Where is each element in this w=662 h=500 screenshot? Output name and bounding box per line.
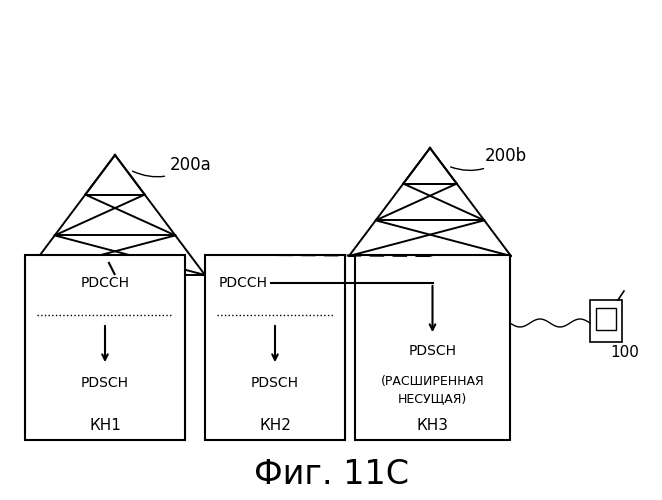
Text: 100: 100 <box>610 345 639 360</box>
Text: PDSCH: PDSCH <box>81 376 129 390</box>
Text: 200a: 200a <box>132 156 212 177</box>
Text: PDCCH: PDCCH <box>81 276 130 290</box>
Bar <box>25 255 185 440</box>
Text: КН1: КН1 <box>89 418 121 432</box>
Bar <box>205 255 345 440</box>
Text: PDSCH: PDSCH <box>251 376 299 390</box>
Bar <box>590 300 622 342</box>
Text: КН2: КН2 <box>259 418 291 432</box>
Text: Фиг. 11C: Фиг. 11C <box>254 458 408 492</box>
Text: КН3: КН3 <box>416 418 448 432</box>
Text: PDCCH: PDCCH <box>218 276 267 290</box>
Bar <box>355 255 510 440</box>
Bar <box>596 308 616 330</box>
Text: PDSCH: PDSCH <box>408 344 457 358</box>
Text: 200b: 200b <box>451 147 527 171</box>
Text: (РАСШИРЕННАЯ
НЕСУЩАЯ): (РАСШИРЕННАЯ НЕСУЩАЯ) <box>381 375 485 405</box>
